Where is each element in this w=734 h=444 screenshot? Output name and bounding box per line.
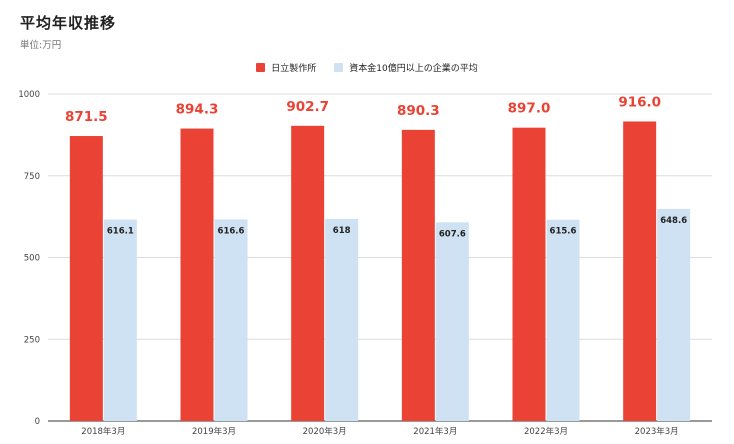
legend-item-average: 資本金10億円以上の企業の平均 <box>334 61 478 74</box>
legend-label-hitachi: 日立製作所 <box>271 64 317 74</box>
x-tick-label: 2020年3月 <box>303 426 347 437</box>
legend-swatch-hitachi <box>256 63 266 72</box>
chart-subtitle: 単位:万円 <box>20 40 62 51</box>
data-label-average: 615.6 <box>550 227 577 237</box>
data-label-average: 616.1 <box>107 227 134 237</box>
bar-hitachi <box>512 127 546 421</box>
x-tick-label: 2019年3月 <box>192 426 236 437</box>
bar-average <box>214 219 248 421</box>
bar-average <box>546 219 580 421</box>
bar-hitachi <box>69 136 103 421</box>
bar-hitachi <box>623 121 657 421</box>
y-tick-label: 750 <box>24 172 40 182</box>
x-tick-label: 2021年3月 <box>413 426 457 437</box>
legend-label-average: 資本金10億円以上の企業の平均 <box>349 64 478 74</box>
chart-title: 平均年収推移 <box>20 14 117 32</box>
x-tick-label: 2022年3月 <box>524 426 568 437</box>
bar-hitachi <box>180 128 214 421</box>
bar-average <box>103 219 137 421</box>
data-label-hitachi: 890.3 <box>397 103 440 119</box>
bar-average <box>325 218 359 421</box>
data-label-average: 618 <box>333 226 351 236</box>
data-label-hitachi: 871.5 <box>65 109 108 125</box>
legend-swatch-average <box>334 63 344 72</box>
data-label-average: 616.6 <box>218 226 245 236</box>
bar-hitachi <box>291 125 325 421</box>
y-tick-label: 500 <box>24 254 40 264</box>
data-label-hitachi: 902.7 <box>286 99 329 115</box>
x-tick-label: 2023年3月 <box>635 426 679 437</box>
data-label-average: 607.6 <box>439 229 466 239</box>
y-tick-label: 1000 <box>18 90 40 100</box>
bar-average <box>435 222 469 421</box>
legend: 日立製作所 資本金10億円以上の企業の平均 <box>0 61 734 74</box>
data-label-average: 648.6 <box>660 216 687 226</box>
bar-average <box>657 208 691 421</box>
data-label-hitachi: 916.0 <box>618 94 661 110</box>
legend-item-hitachi: 日立製作所 <box>256 61 316 74</box>
y-tick-label: 0 <box>35 417 40 427</box>
x-tick-label: 2018年3月 <box>81 426 125 437</box>
y-tick-label: 250 <box>24 335 40 345</box>
bar-hitachi <box>401 129 435 422</box>
data-label-hitachi: 894.3 <box>176 102 219 118</box>
data-label-hitachi: 897.0 <box>508 101 551 117</box>
